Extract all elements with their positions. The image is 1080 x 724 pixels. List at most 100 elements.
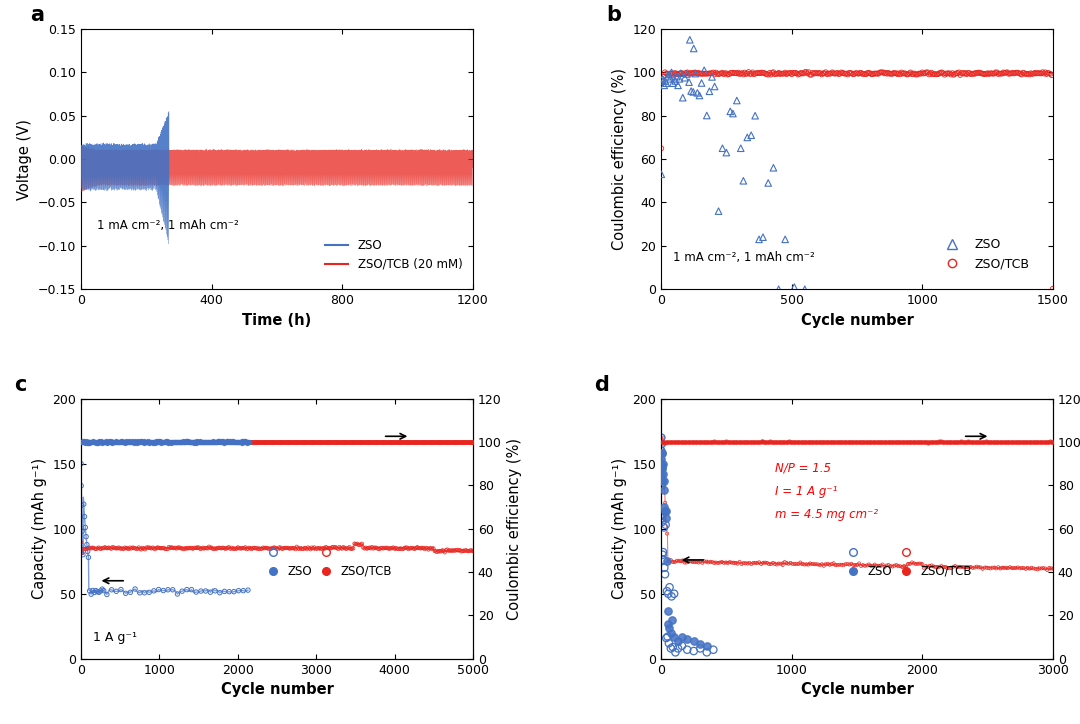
- Point: [241, 436, 258, 447]
- Point: [447, 437, 464, 448]
- Point: [937, 67, 955, 79]
- Point: [158, 437, 175, 448]
- Point: [205, 437, 222, 448]
- Point: [365, 543, 382, 555]
- Point: [666, 436, 684, 447]
- Point: [362, 437, 379, 448]
- Point: [130, 436, 147, 447]
- Point: [769, 436, 786, 447]
- Point: [664, 77, 681, 89]
- Point: [94, 436, 111, 447]
- Point: [231, 437, 248, 448]
- Point: [167, 437, 185, 448]
- Point: [241, 437, 258, 448]
- Point: [214, 436, 231, 447]
- Point: [930, 68, 947, 80]
- Point: [322, 542, 339, 554]
- Point: [401, 436, 418, 447]
- Point: [754, 67, 771, 79]
- Point: [823, 558, 840, 570]
- Point: [434, 544, 451, 556]
- Point: [306, 436, 323, 447]
- Point: [116, 543, 133, 555]
- Point: [266, 436, 283, 447]
- Point: [126, 584, 144, 595]
- Point: [652, 436, 670, 447]
- Point: [760, 436, 778, 447]
- Point: [798, 436, 815, 447]
- Point: [669, 71, 686, 83]
- Point: [337, 437, 354, 448]
- Point: [809, 67, 826, 79]
- Point: [838, 68, 855, 80]
- Point: [159, 543, 176, 555]
- Point: [82, 542, 99, 554]
- Point: [79, 437, 96, 448]
- Point: [281, 543, 298, 555]
- Point: [108, 586, 125, 597]
- Point: [369, 437, 387, 448]
- Point: [657, 505, 674, 517]
- Point: [663, 68, 680, 80]
- Point: [834, 436, 851, 447]
- Point: [296, 542, 313, 554]
- Point: [653, 473, 671, 484]
- Point: [380, 436, 397, 447]
- Point: [95, 437, 112, 448]
- Point: [404, 542, 421, 554]
- Point: [696, 555, 713, 567]
- Point: [822, 437, 839, 448]
- Point: [893, 437, 910, 448]
- Point: [266, 436, 283, 447]
- Point: [137, 542, 154, 554]
- Point: [718, 67, 735, 79]
- Point: [368, 436, 386, 447]
- Point: [944, 437, 961, 448]
- Point: [453, 437, 470, 448]
- Point: [153, 436, 171, 447]
- Point: [132, 437, 149, 448]
- Point: [945, 561, 962, 573]
- Point: [183, 437, 200, 448]
- Point: [354, 437, 372, 448]
- Text: b: b: [606, 5, 621, 25]
- Point: [926, 68, 943, 80]
- Point: [188, 437, 205, 448]
- Point: [1014, 436, 1031, 447]
- Point: [442, 436, 459, 447]
- Point: [948, 436, 966, 447]
- Point: [849, 437, 866, 448]
- Point: [924, 69, 942, 80]
- Point: [684, 436, 701, 447]
- Point: [164, 584, 181, 596]
- Point: [180, 437, 198, 448]
- Point: [893, 561, 910, 573]
- Point: [675, 437, 692, 448]
- Point: [99, 437, 117, 448]
- Point: [278, 437, 295, 448]
- Point: [189, 437, 206, 448]
- Point: [207, 436, 225, 447]
- Point: [372, 437, 389, 448]
- Point: [271, 436, 288, 447]
- Point: [372, 436, 389, 447]
- Point: [759, 436, 777, 447]
- Point: [303, 542, 321, 553]
- Point: [737, 67, 754, 78]
- Point: [73, 436, 91, 447]
- Point: [680, 556, 698, 568]
- Point: [233, 436, 251, 447]
- Point: [659, 436, 676, 447]
- Point: [793, 67, 810, 79]
- Point: [445, 436, 462, 447]
- Point: [864, 560, 881, 571]
- Point: [356, 437, 374, 448]
- Point: [96, 542, 113, 553]
- Point: [975, 436, 993, 447]
- Point: [166, 436, 184, 447]
- Point: [955, 437, 972, 448]
- Point: [273, 436, 291, 447]
- Point: [663, 436, 680, 447]
- Point: [237, 436, 254, 447]
- Point: [652, 169, 670, 180]
